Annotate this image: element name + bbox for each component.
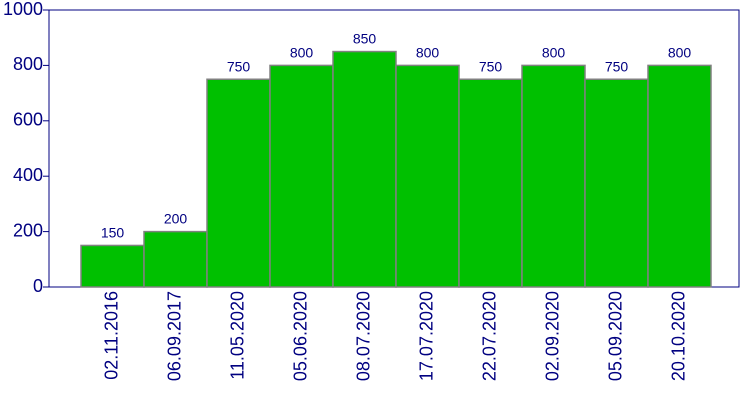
bar: [458, 78, 523, 288]
value-label: 850: [353, 31, 377, 47]
y-tick-label: 0: [33, 276, 43, 296]
y-tick-label: 600: [13, 110, 43, 130]
value-label: 750: [227, 58, 251, 74]
x-tick-label: 22.07.2020: [479, 291, 499, 381]
x-tick-label: 05.09.2020: [605, 291, 625, 381]
value-label: 750: [605, 58, 629, 74]
y-tick-label: 800: [13, 54, 43, 74]
value-label: 800: [416, 44, 440, 60]
y-tick-label: 1000: [3, 0, 43, 19]
value-label: 750: [479, 58, 503, 74]
bar: [80, 244, 145, 288]
value-label: 800: [542, 44, 566, 60]
bar: [584, 78, 649, 288]
x-tick-label: 11.05.2020: [227, 291, 247, 380]
y-tick-label: 400: [13, 165, 43, 185]
y-tick-label: 200: [13, 220, 43, 240]
value-label: 150: [101, 224, 125, 240]
bar: [395, 64, 460, 288]
value-label: 200: [164, 211, 188, 227]
x-tick-label: 20.10.2020: [668, 291, 688, 381]
bar: [143, 230, 208, 288]
x-tick-label: 17.07.2020: [416, 291, 436, 381]
bar: [647, 64, 712, 288]
bar: [269, 64, 334, 288]
x-tick-label: 02.09.2020: [542, 291, 562, 381]
bar: [206, 78, 271, 288]
value-label: 800: [668, 44, 692, 60]
x-tick-label: 05.06.2020: [290, 291, 310, 381]
value-label: 800: [290, 44, 314, 60]
bar: [521, 64, 586, 288]
x-tick-label: 06.09.2017: [164, 291, 184, 381]
x-tick-label: 08.07.2020: [353, 291, 373, 381]
x-tick-label: 02.11.2016: [101, 291, 121, 380]
bar: [332, 50, 397, 288]
